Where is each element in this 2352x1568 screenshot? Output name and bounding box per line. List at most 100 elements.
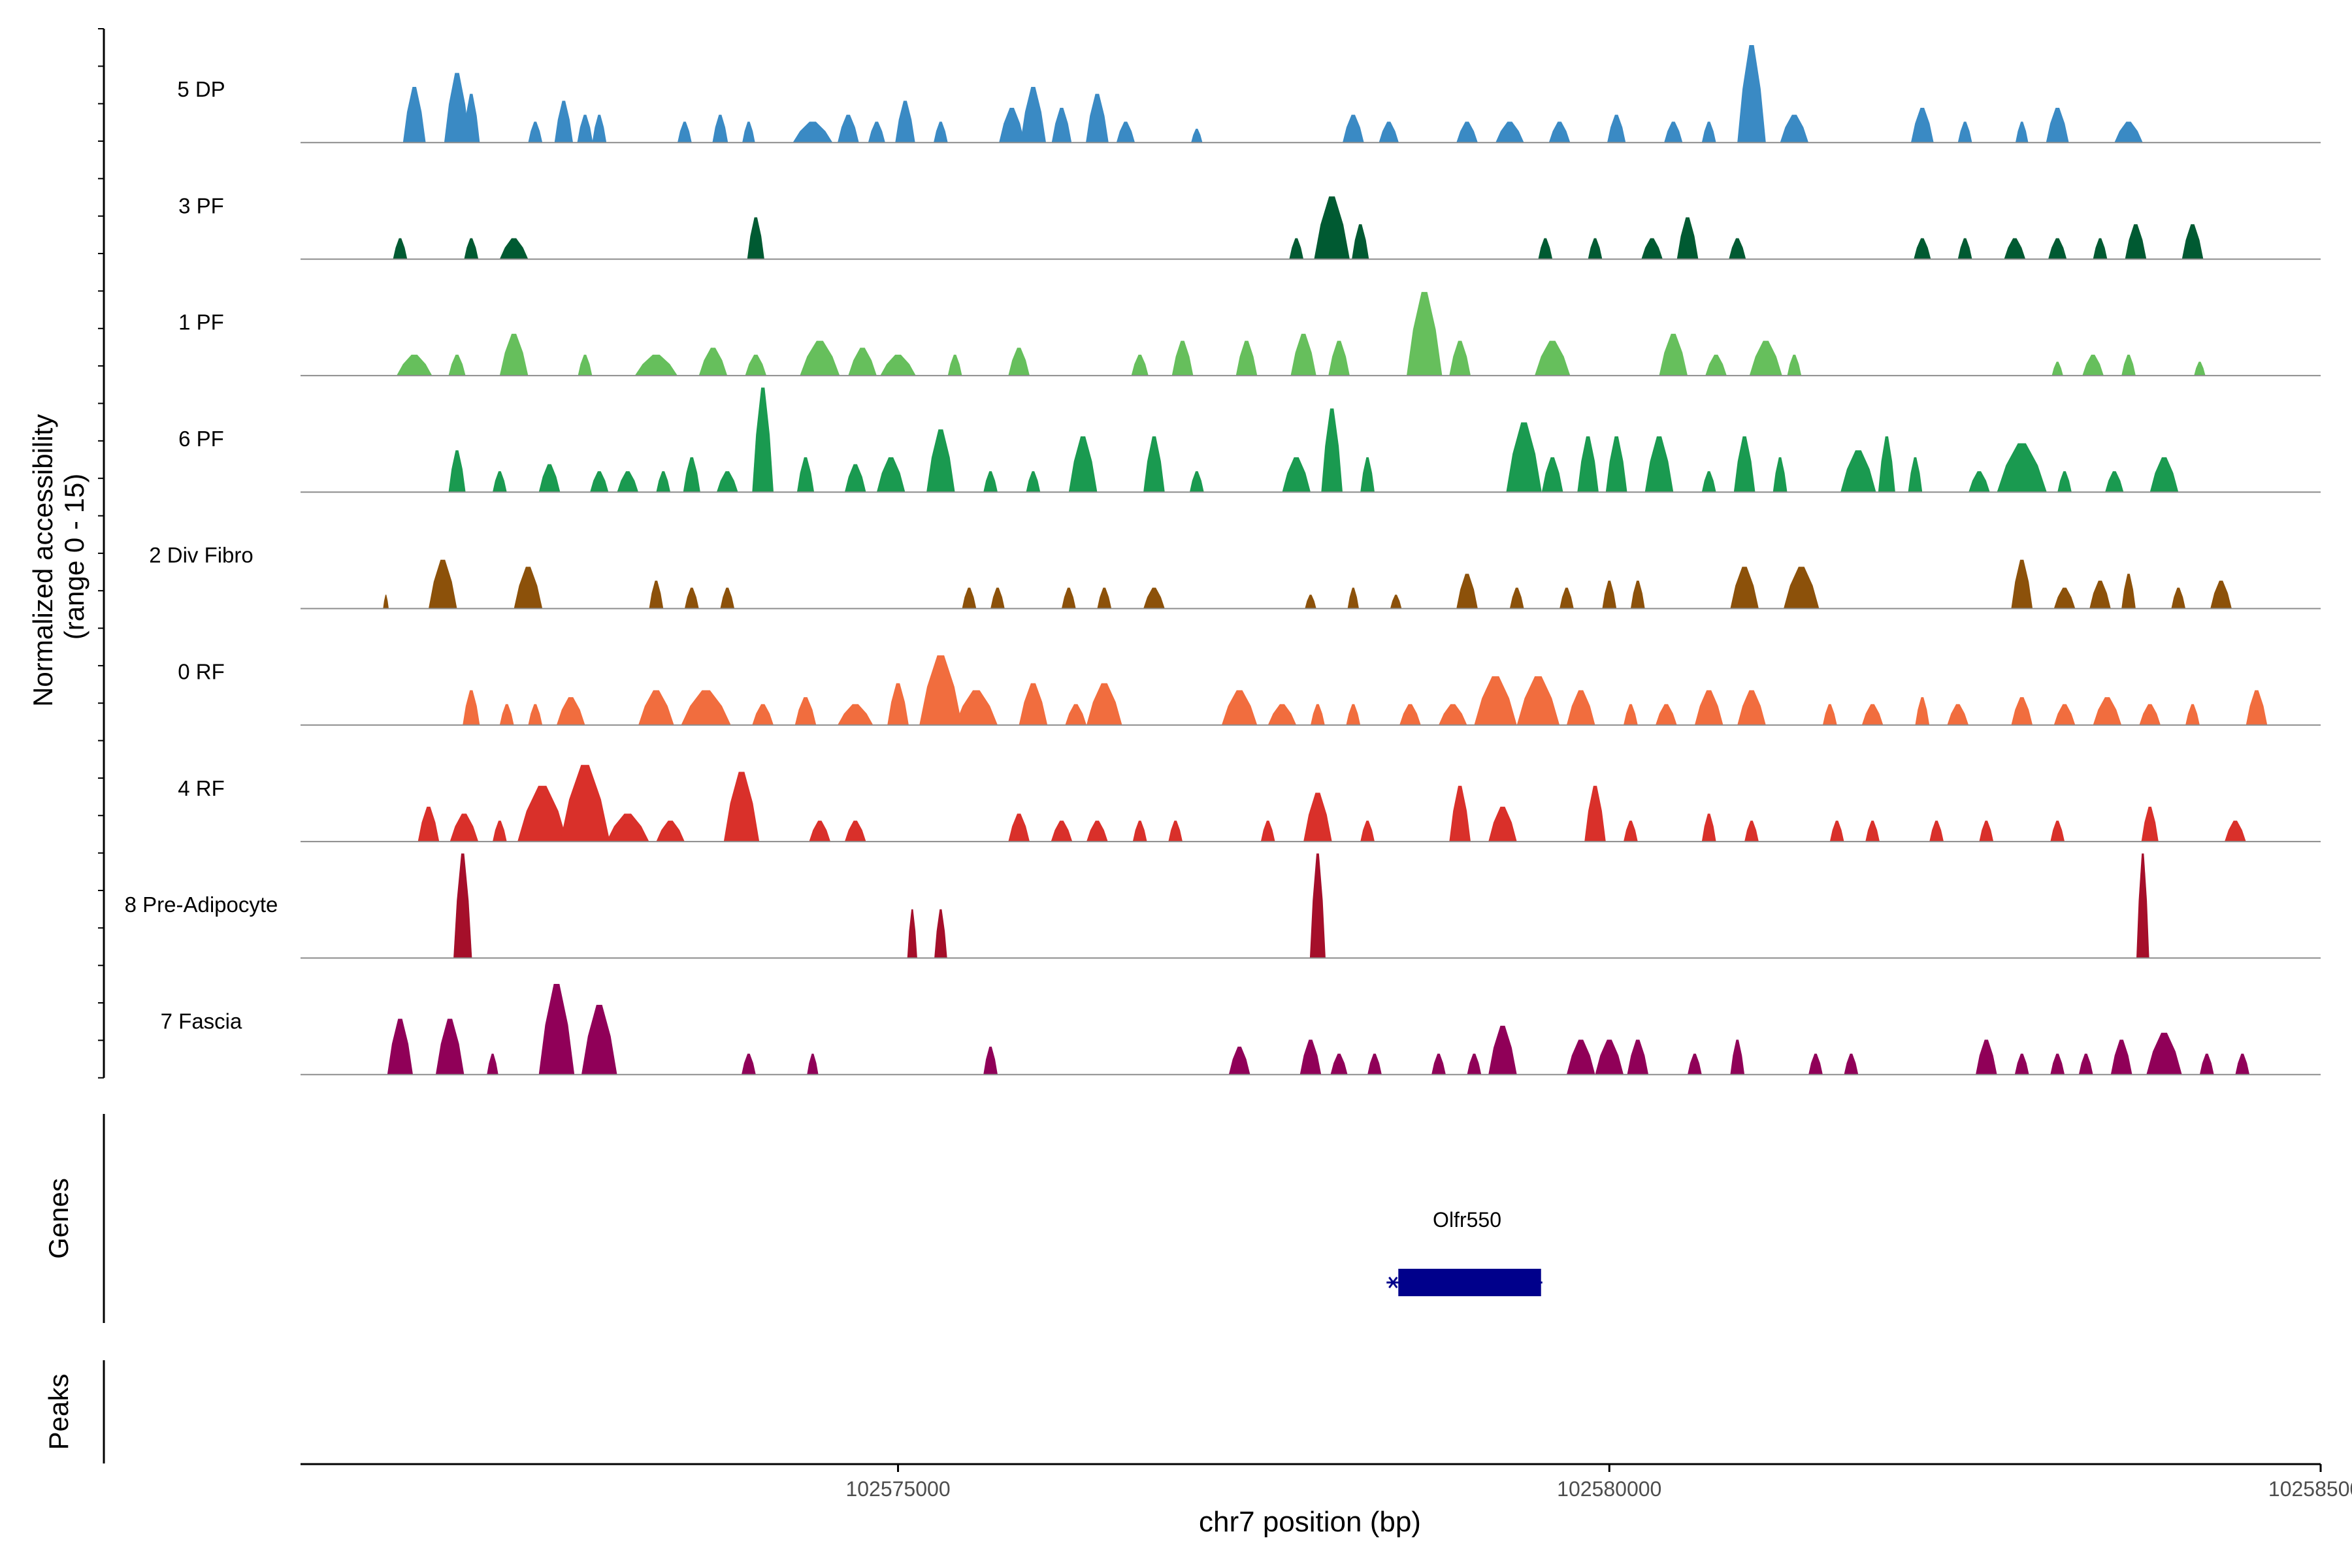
coverage-peak (1730, 566, 1759, 609)
coverage-peak (538, 464, 561, 493)
coverage-peak (581, 1005, 617, 1075)
coverage-peak (742, 122, 755, 143)
coverage-peak (2057, 471, 2072, 493)
coverage-peak (1784, 566, 1820, 609)
coverage-peak (2093, 238, 2108, 259)
coverage-peak (2082, 354, 2104, 376)
coverage-peak (2225, 821, 2246, 842)
coverage-peak (745, 354, 767, 376)
coverage-peak (448, 354, 466, 376)
coverage-peak (538, 984, 575, 1075)
coverage-peak (1588, 238, 1603, 259)
coverage-peak (487, 1053, 498, 1075)
coverage-peak (926, 429, 955, 493)
coverage-peak (1976, 1039, 1997, 1075)
coverage-peak (1303, 792, 1332, 842)
coverage-peak (393, 238, 408, 259)
coverage-peak (453, 853, 472, 958)
coverage-peak (809, 821, 831, 842)
coverage-peak (1861, 704, 1884, 725)
coverage-peak (800, 340, 840, 376)
coverage-peak (528, 704, 543, 725)
coverage-peak (1535, 340, 1571, 376)
coverage-peak (1143, 587, 1165, 609)
coverage-peak (1131, 354, 1149, 376)
coverage-peak (962, 587, 977, 609)
coverage-peak (1191, 129, 1203, 143)
coverage-peak (983, 471, 998, 493)
coverage-peak (1488, 1026, 1517, 1075)
coverage-peak (1347, 587, 1359, 609)
coverage-peak (1560, 587, 1574, 609)
coverage-peak (1737, 45, 1766, 143)
coverage-peak (1379, 122, 1399, 143)
coverage-peak (1664, 122, 1683, 143)
coverage-peak (1744, 821, 1759, 842)
coverage-peak (554, 101, 573, 143)
coverage-peak (2121, 354, 2136, 376)
coverage-peak (2011, 559, 2033, 609)
coverage-peak (1878, 436, 1895, 493)
y-axis-label-line2: (range 0 - 15) (59, 474, 90, 640)
coverage-peak (1309, 853, 1326, 958)
coverage-peak (1171, 340, 1194, 376)
coverage-peak (752, 387, 774, 493)
coverage-peak (1509, 587, 1524, 609)
coverage-peak (1730, 1039, 1745, 1075)
peaks-track-label: Peaks (43, 1374, 74, 1450)
coverage-peak (1607, 114, 1626, 143)
track-3-pf: 3 PF (178, 193, 2321, 260)
coverage-peak (1957, 238, 1972, 259)
coverage-peak (1235, 340, 1258, 376)
coverage-peak (1008, 813, 1030, 842)
coverage-peak (429, 559, 457, 609)
coverage-peak (560, 764, 610, 842)
coverage-peak (2149, 457, 2179, 493)
coverage-peak (2171, 587, 2186, 609)
coverage-peak (1957, 122, 1972, 143)
coverage-peak (2046, 108, 2069, 143)
coverage-peak (844, 821, 866, 842)
coverage-peak (499, 238, 529, 259)
coverage-peak (634, 354, 678, 376)
coverage-peak (934, 122, 948, 143)
coverage-peak (1915, 697, 1930, 725)
y-axis-label-line1: Normalized accessibility (27, 414, 58, 707)
coverage-peak (919, 655, 962, 725)
coverage-peak (983, 1047, 998, 1075)
coverage-peak (1929, 821, 1944, 842)
coverage-peak (1641, 238, 1663, 259)
coverage-peak (1352, 224, 1369, 259)
coverage-peak (747, 217, 764, 259)
coverage-peak (1566, 1039, 1595, 1075)
coverage-peak (934, 909, 947, 958)
track-label: 7 Fascia (161, 1009, 242, 1033)
coverage-peak (1449, 340, 1471, 376)
coverage-peak (1289, 238, 1304, 259)
coverage-peak (1168, 821, 1183, 842)
coverage-peak (577, 114, 593, 143)
coverage-peak (1407, 291, 1443, 376)
coverage-peak (499, 704, 514, 725)
track-label: 2 Div Fibro (149, 543, 253, 567)
x-axis: 102575000 102580000 102585000 (301, 1463, 2352, 1501)
coverage-peak (1321, 408, 1343, 493)
gene-exon (1398, 1269, 1541, 1296)
coverage-peak (1737, 690, 1766, 725)
coverage-peak (868, 122, 885, 143)
coverage-peak (1701, 471, 1716, 493)
track-4-rf: 4 RF (178, 764, 2321, 843)
coverage-peak (1305, 595, 1316, 609)
coverage-peak (1787, 354, 1802, 376)
coverage-peak (1439, 704, 1467, 725)
coverage-peak (464, 238, 479, 259)
coverage-peak (2210, 580, 2232, 609)
track-0-rf: 0 RF (178, 655, 2321, 726)
coverage-peak (907, 909, 917, 958)
coverage-peak (1908, 457, 1923, 493)
coverage-peak (1808, 1053, 1823, 1075)
coverage-peak (590, 471, 609, 493)
coverage-peak (1228, 1047, 1250, 1075)
coverage-peak (1282, 457, 1311, 493)
